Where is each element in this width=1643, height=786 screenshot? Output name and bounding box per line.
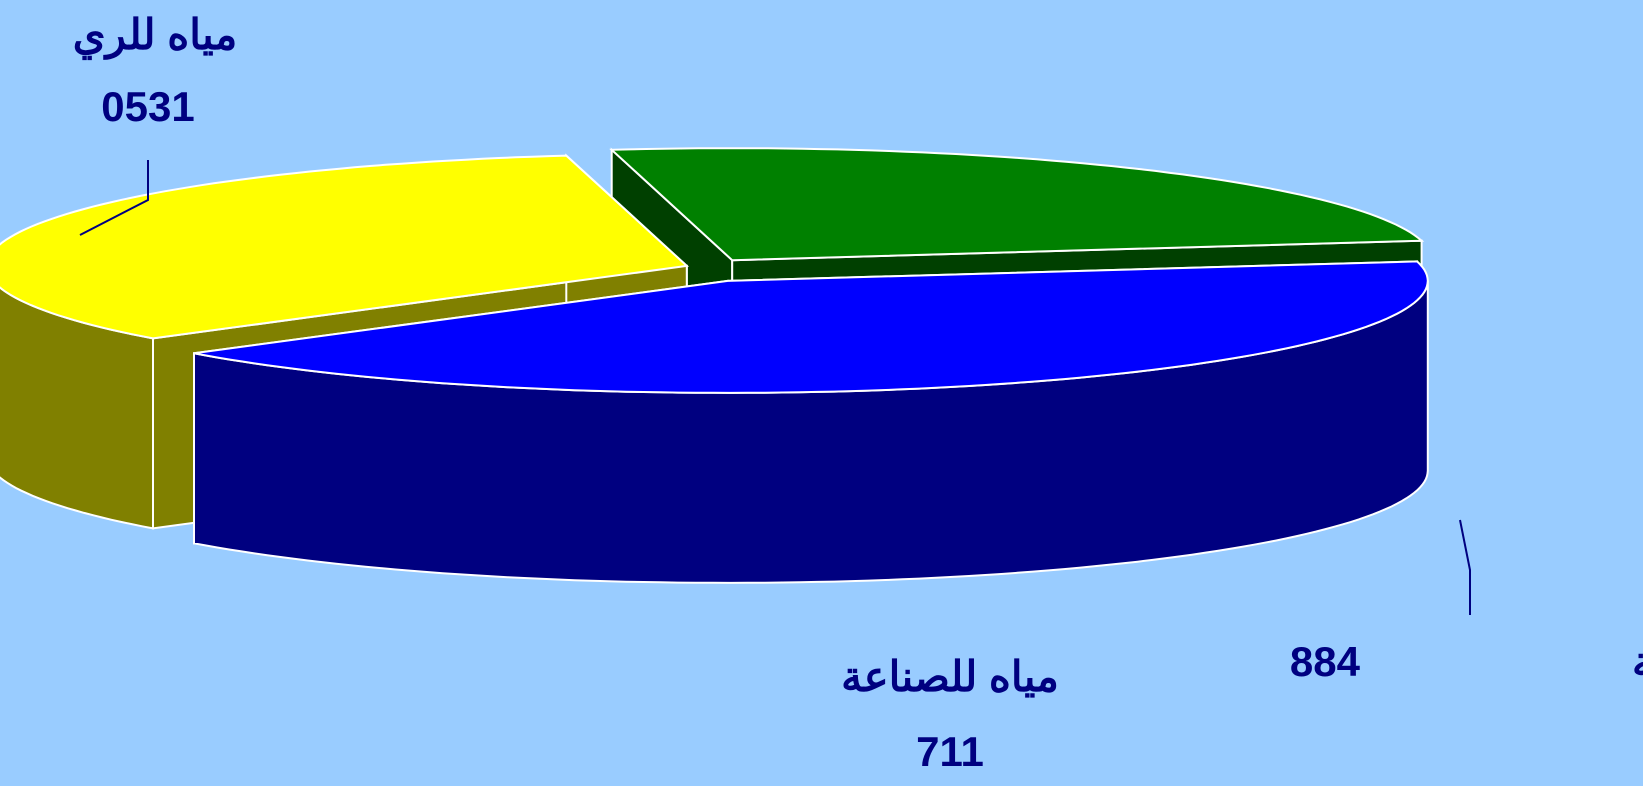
leader-line (1459, 519, 1471, 615)
slice (609, 147, 1425, 262)
slice (0, 154, 690, 340)
slice-name: مياه للري (73, 11, 237, 60)
slice-value: 884 (1290, 638, 1361, 685)
slice-name: مياه للصناعة (841, 653, 1059, 700)
slice-value: 0531 (101, 83, 194, 130)
slice-name: مياه الشفة (1632, 638, 1643, 685)
slice (193, 260, 1429, 394)
slice-value: 711 (916, 728, 984, 775)
pie (0, 147, 1429, 584)
leader-line (79, 160, 149, 236)
